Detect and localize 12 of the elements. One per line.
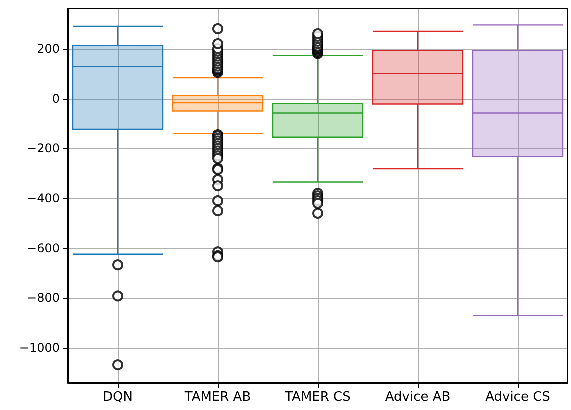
y-tick-label: −400 <box>27 191 60 206</box>
x-tick-label: Advice CS <box>486 390 550 405</box>
x-tick-label: Advice AB <box>385 390 451 405</box>
y-tick-label: −600 <box>27 241 60 256</box>
y-tick-label: −800 <box>27 291 60 306</box>
x-tick-label: DQN <box>103 390 133 405</box>
y-tick-label: −200 <box>27 142 60 156</box>
y-tick-label: −1000 <box>19 341 60 356</box>
x-tick-label: TAMER AB <box>184 390 252 405</box>
x-tick-label: TAMER CS <box>284 390 351 405</box>
y-tick-label: 200 <box>37 42 60 56</box>
y-tick-label: 0 <box>52 92 60 106</box>
